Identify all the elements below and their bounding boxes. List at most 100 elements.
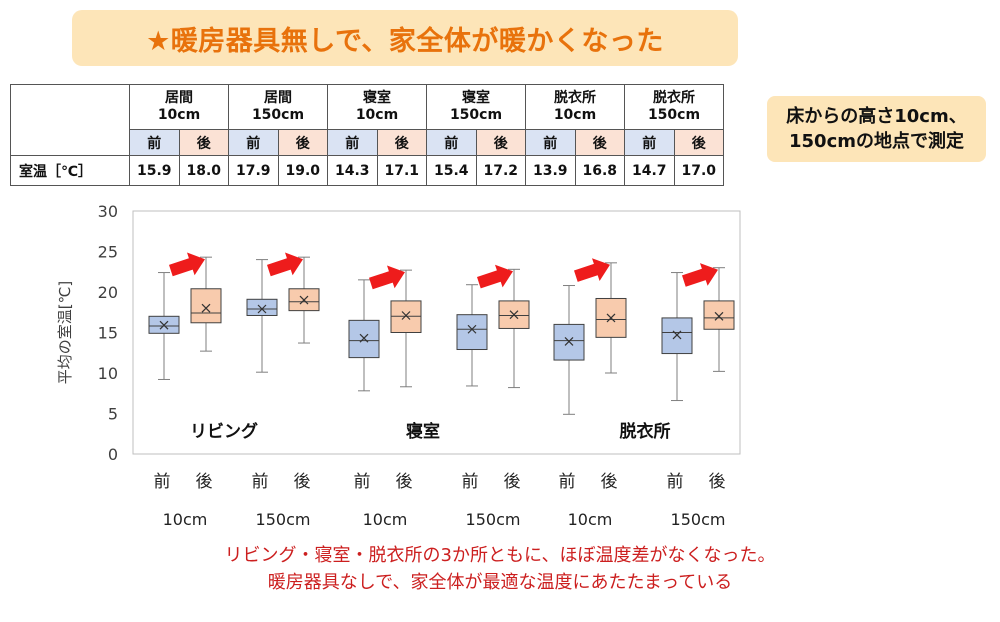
table-row: 室温［℃］ 15.9 18.0 17.9 19.0 14.3 17.1 15.4… <box>10 155 724 186</box>
temperature-table: 居間 10cm 居間 150cm 寝室 10cm 寝室 150cm 脱衣所 10cm 脱衣… <box>10 84 724 186</box>
after-label-cell: 後 <box>673 129 724 156</box>
table-cell: 15.9 <box>129 155 180 186</box>
box-iqr <box>190 288 222 324</box>
box-iqr <box>456 314 488 351</box>
box-iqr <box>703 300 735 330</box>
table-column-header: 居間 150cm <box>228 84 328 130</box>
mean-marker <box>257 304 267 314</box>
mean-marker <box>509 310 519 320</box>
after-tick-label: 後 <box>294 472 311 492</box>
after-box <box>288 256 320 344</box>
title-text: ★暖房器具無しで、家全体が暖かくなった <box>146 25 664 57</box>
before-box <box>148 272 180 380</box>
after-box <box>703 267 735 372</box>
before-label-cell: 前 <box>228 129 279 156</box>
box-iqr <box>498 300 530 329</box>
note-line-2: 150cmの地点で測定 <box>789 131 964 152</box>
before-label-cell: 前 <box>624 129 675 156</box>
room-label: 脱衣所 <box>620 421 671 442</box>
mean-marker <box>606 313 616 323</box>
after-label-cell: 後 <box>574 129 625 156</box>
height-label: 150cm <box>466 510 521 529</box>
mean-marker <box>359 333 369 343</box>
table-cell: 14.7 <box>624 155 675 186</box>
after-label-cell: 後 <box>376 129 427 156</box>
table-cell: 15.4 <box>426 155 477 186</box>
before-label-cell: 前 <box>327 129 378 156</box>
table-cell: 19.0 <box>277 155 328 186</box>
title-banner: ★暖房器具無しで、家全体が暖かくなった <box>72 10 738 66</box>
before-tick-label: 前 <box>154 472 171 492</box>
y-tick-label: 25 <box>98 243 118 262</box>
increase-arrow <box>574 258 610 282</box>
after-tick-label: 後 <box>196 472 213 492</box>
before-box <box>553 285 585 415</box>
mean-marker <box>159 320 169 330</box>
y-axis-label: 平均の室温[℃] <box>56 281 74 385</box>
before-label-cell: 前 <box>525 129 576 156</box>
after-box <box>595 262 627 374</box>
y-tick-label: 10 <box>98 364 118 383</box>
increase-arrow <box>267 252 303 277</box>
after-box <box>390 269 422 388</box>
y-tick-label: 15 <box>98 324 118 343</box>
before-label-cell: 前 <box>129 129 180 156</box>
height-label: 10cm <box>163 510 208 529</box>
height-label: 10cm <box>568 510 613 529</box>
height-label: 150cm <box>671 510 726 529</box>
after-box <box>498 268 530 389</box>
before-tick-label: 前 <box>354 472 371 492</box>
height-label: 10cm <box>363 510 408 529</box>
row-label-room-temp: 室温［℃］ <box>10 155 130 186</box>
after-tick-label: 後 <box>396 472 413 492</box>
note-line-1: 床からの高さ10cm、 <box>786 106 967 127</box>
table-cell: 17.0 <box>673 155 724 186</box>
mean-marker <box>299 295 309 305</box>
after-tick-label: 後 <box>709 472 726 492</box>
increase-arrow <box>477 264 513 289</box>
before-box <box>456 284 488 387</box>
table-cell: 17.9 <box>228 155 279 186</box>
mean-marker <box>672 330 682 340</box>
before-box <box>348 279 380 392</box>
table-cell: 16.8 <box>574 155 625 186</box>
before-tick-label: 前 <box>559 472 576 492</box>
increase-arrow <box>369 265 405 290</box>
table-cell: 14.3 <box>327 155 378 186</box>
mean-marker <box>201 303 211 313</box>
measurement-note: 床からの高さ10cm、 150cmの地点で測定 <box>767 96 986 162</box>
plot-area <box>132 210 741 455</box>
y-tick-label: 0 <box>108 445 118 464</box>
before-tick-label: 前 <box>667 472 684 492</box>
box-iqr <box>246 298 278 316</box>
mean-marker <box>714 311 724 321</box>
before-tick-label: 前 <box>462 472 479 492</box>
before-tick-label: 前 <box>252 472 269 492</box>
before-label-cell: 前 <box>426 129 477 156</box>
after-tick-label: 後 <box>504 472 521 492</box>
table-column-header: 脱衣所 150cm <box>624 84 724 130</box>
after-label-cell: 後 <box>277 129 328 156</box>
table-column-header: 居間 10cm <box>129 84 229 130</box>
y-tick-label: 30 <box>98 202 118 221</box>
after-label-cell: 後 <box>475 129 526 156</box>
table-cell: 17.1 <box>376 155 427 186</box>
table-column-header: 寝室 150cm <box>426 84 526 130</box>
table-header-row: 居間 10cm 居間 150cm 寝室 10cm 寝室 150cm 脱衣所 10cm 脱衣… <box>10 84 724 156</box>
room-label: リビング <box>190 421 258 442</box>
height-label: 150cm <box>256 510 311 529</box>
before-box <box>661 272 693 402</box>
table-cell: 17.2 <box>475 155 526 186</box>
increase-arrow <box>682 263 718 287</box>
after-tick-label: 後 <box>601 472 618 492</box>
after-label-cell: 後 <box>178 129 229 156</box>
y-tick-label: 5 <box>108 405 118 424</box>
after-box <box>190 256 222 352</box>
table-corner-cell <box>10 84 130 156</box>
y-tick-label: 20 <box>98 283 118 302</box>
increase-arrow <box>169 252 205 277</box>
table-cell: 13.9 <box>525 155 576 186</box>
table-cell: 18.0 <box>178 155 229 186</box>
table-subheader-row: 前 後 前 後 前 後 前 後 前 後 前 後 <box>11 129 724 156</box>
before-box <box>246 259 278 373</box>
